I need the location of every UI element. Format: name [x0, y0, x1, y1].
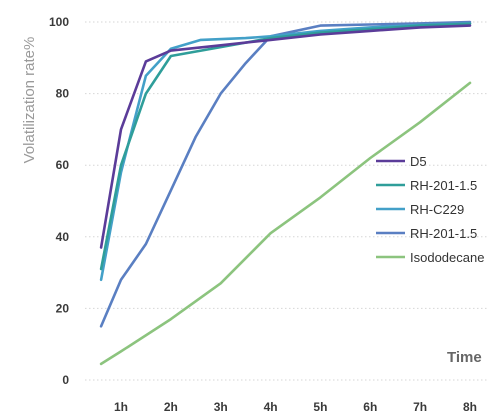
x-axis-title: Time	[447, 349, 482, 366]
legend-label: RH-201-1.5	[410, 178, 477, 193]
series-line-2	[99, 22, 472, 282]
y-tick-label: 20	[56, 301, 70, 315]
series-line-4	[99, 81, 472, 366]
y-tick-label: 0	[62, 373, 69, 387]
legend-label: D5	[410, 154, 427, 169]
y-tick-label: 40	[56, 230, 70, 244]
legend-label: RH-201-1.5	[410, 226, 477, 241]
x-tick-label: 1h	[114, 400, 128, 414]
series-lines	[99, 20, 472, 366]
y-axis-title: Volatilization rate%	[21, 37, 38, 164]
y-tick-labels: 0 20 40 60 80 100	[49, 15, 69, 387]
legend-label: Isododecane	[410, 250, 484, 265]
legend-label: RH-C229	[410, 202, 464, 217]
gridlines	[85, 21, 488, 381]
x-tick-label: 4h	[264, 400, 278, 414]
x-tick-label: 7h	[413, 400, 427, 414]
y-tick-label: 80	[56, 87, 70, 101]
y-tick-label: 100	[49, 15, 69, 29]
x-tick-label: 5h	[313, 400, 327, 414]
series-line-0	[99, 24, 472, 249]
x-tick-label: 8h	[463, 400, 477, 414]
series-line-3	[99, 20, 472, 328]
x-tick-labels: 1h 2h 3h 4h 5h 6h 7h 8h	[114, 400, 477, 414]
x-tick-label: 2h	[164, 400, 178, 414]
legend: D5 RH-201-1.5 RH-C229 RH-201-1.5 Isododecane	[376, 154, 484, 265]
x-tick-label: 6h	[363, 400, 377, 414]
y-tick-label: 60	[56, 158, 70, 172]
x-tick-label: 3h	[214, 400, 228, 414]
